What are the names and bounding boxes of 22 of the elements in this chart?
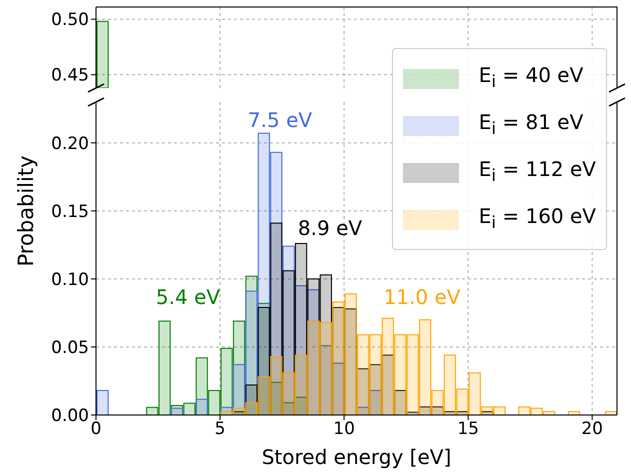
legend-label: E$_{i}$ = 112 eV [478,156,596,187]
annotation: 5.4 eV [156,285,220,309]
annotation: 8.9 eV [298,216,362,240]
y-tick-label: 0.10 [51,270,89,290]
x-tick-label: 10 [333,419,355,440]
x-axis-title: Stored energy [eV] [262,445,452,469]
x-tick-label: 15 [457,419,479,440]
annotation: 7.5 eV [248,108,312,132]
annotation: 11.0 eV [384,285,461,309]
y-tick-label: 0.45 [51,66,89,86]
y-tick-label: 0.15 [51,202,89,222]
legend-label: E$_{i}$ = 81 eV [478,109,584,140]
y-axis-title: Probability [14,155,38,267]
y-tick-label: 0.05 [51,338,89,358]
legend-label: E$_{i}$ = 160 eV [478,203,596,234]
y-tick-label: 0.00 [51,406,89,426]
x-tick-label: 20 [581,419,604,440]
x-tick-label: 5 [214,419,226,440]
y-tick-label: 0.20 [51,134,89,154]
legend-label: E$_{i}$ = 40 eV [478,62,584,93]
y-tick-label: 0.50 [51,10,89,30]
x-tick-label: 0 [90,419,102,440]
